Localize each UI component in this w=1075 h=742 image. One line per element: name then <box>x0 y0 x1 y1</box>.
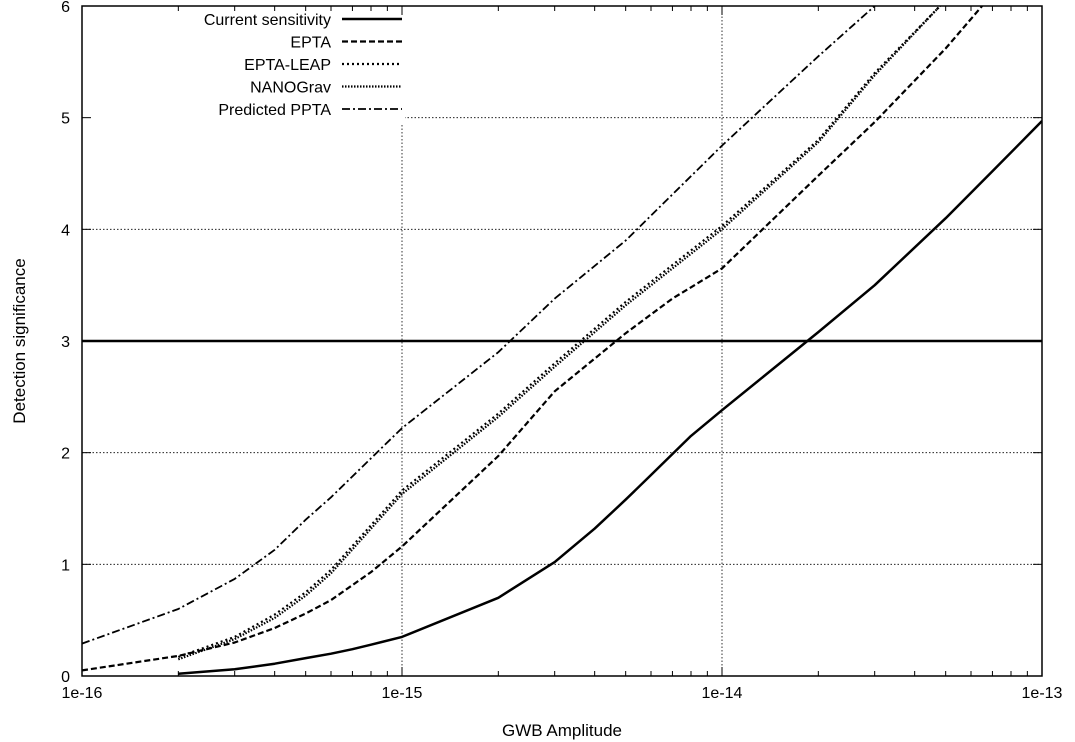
series-line-epta-leap <box>177 6 941 659</box>
x-tick-label: 1e-14 <box>702 685 743 702</box>
y-tick-label: 2 <box>61 446 70 463</box>
legend-background <box>83 7 405 125</box>
y-tick-label: 5 <box>61 111 70 128</box>
legend: Current sensitivity EPTA EPTA-LEAP NANOGrav… <box>83 7 405 125</box>
series-line-predicted-ppta <box>82 6 876 645</box>
series-line-current-sensitivity <box>178 120 1042 676</box>
series-line-epta <box>82 6 983 672</box>
y-axis-label: Detection significance <box>10 258 29 423</box>
x-tick-label: 1e-13 <box>1022 685 1063 702</box>
y-tick-label: 4 <box>61 222 70 239</box>
x-axis-label: GWB Amplitude <box>502 721 622 740</box>
axis-ticks: 1e-16 1e-15 1e-14 1e-13 0 1 2 3 4 5 6 <box>61 0 1062 702</box>
y-tick-label: 3 <box>61 334 70 351</box>
series-line-nanograv <box>177 6 941 661</box>
y-tick-label: 6 <box>61 0 70 16</box>
y-tick-label: 0 <box>61 669 70 686</box>
legend-label: EPTA-LEAP <box>244 57 331 74</box>
legend-label: EPTA <box>290 35 331 52</box>
series-group <box>82 6 1042 676</box>
y-tick-label: 1 <box>61 557 70 574</box>
x-tick-label: 1e-16 <box>62 685 103 702</box>
legend-label: Current sensitivity <box>204 12 331 29</box>
legend-label: Predicted PPTA <box>218 102 331 119</box>
legend-label: NANOGrav <box>250 80 331 97</box>
x-tick-label: 1e-15 <box>382 685 423 702</box>
